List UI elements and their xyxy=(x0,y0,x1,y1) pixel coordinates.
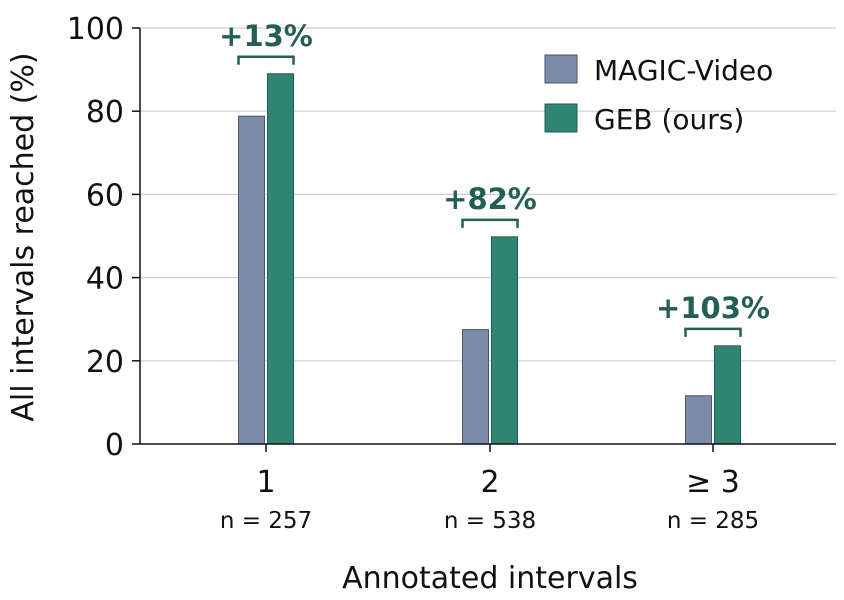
legend: MAGIC-Video GEB (ours) xyxy=(544,54,773,136)
x-axis-title: Annotated intervals xyxy=(342,561,638,596)
bar xyxy=(491,236,518,445)
y-tick-label: 100 xyxy=(67,12,124,47)
bar xyxy=(238,115,265,445)
legend-swatch-geb xyxy=(544,103,578,133)
x-count-label: n = 285 xyxy=(667,508,759,534)
y-tick-label: 60 xyxy=(86,178,124,213)
legend-label-magic-video: MAGIC-Video xyxy=(594,54,773,87)
y-tick-label: 0 xyxy=(105,428,124,463)
axes: 1 n = 257 2 n = 538 ≥ 3 n = 285 0 20 40 60 80 100 xyxy=(67,12,836,534)
bar xyxy=(462,329,489,445)
x-tick-label: ≥ 3 xyxy=(686,465,740,500)
bar xyxy=(685,395,712,445)
bar xyxy=(267,73,294,445)
improvement-bracket xyxy=(684,327,742,337)
x-count-label: n = 538 xyxy=(444,508,536,534)
improvement-brackets: +13% +82% +103% xyxy=(219,19,770,337)
x-tick-label: 1 xyxy=(256,465,275,500)
y-tick-label: 20 xyxy=(86,345,124,380)
legend-label-geb: GEB (ours) xyxy=(594,103,744,136)
improvement-bracket xyxy=(237,55,295,65)
x-tick-label: 2 xyxy=(480,465,499,500)
improvement-bracket xyxy=(461,218,519,228)
bars xyxy=(238,73,741,445)
improvement-label: +82% xyxy=(443,182,537,216)
bar xyxy=(714,345,741,445)
improvement-label: +13% xyxy=(219,19,313,53)
y-tick-label: 80 xyxy=(86,95,124,130)
y-tick-label: 40 xyxy=(86,262,124,297)
x-count-label: n = 257 xyxy=(220,508,312,534)
legend-swatch-magic-video xyxy=(544,54,578,84)
y-axis-title: All intervals reached (%) xyxy=(6,52,41,421)
improvement-label: +103% xyxy=(656,291,770,325)
